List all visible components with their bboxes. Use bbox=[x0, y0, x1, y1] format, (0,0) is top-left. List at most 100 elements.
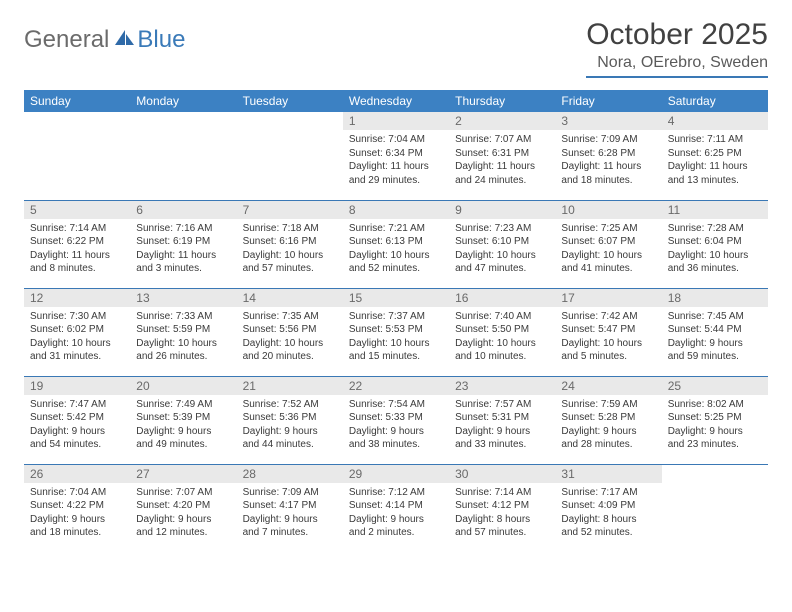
sunset-text: Sunset: 6:34 PM bbox=[349, 147, 443, 161]
calendar-cell: 15Sunrise: 7:37 AMSunset: 5:53 PMDayligh… bbox=[343, 288, 449, 376]
daylight-text: Daylight: 10 hours and 20 minutes. bbox=[243, 337, 337, 364]
sunset-text: Sunset: 6:31 PM bbox=[455, 147, 549, 161]
day-info: Sunrise: 7:07 AMSunset: 6:31 PMDaylight:… bbox=[455, 133, 549, 187]
day-number: 21 bbox=[237, 377, 343, 395]
daylight-text: Daylight: 10 hours and 15 minutes. bbox=[349, 337, 443, 364]
daylight-text: Daylight: 9 hours and 49 minutes. bbox=[136, 425, 230, 452]
sunset-text: Sunset: 5:25 PM bbox=[668, 411, 762, 425]
day-info: Sunrise: 7:33 AMSunset: 5:59 PMDaylight:… bbox=[136, 310, 230, 364]
sunset-text: Sunset: 6:16 PM bbox=[243, 235, 337, 249]
day-info: Sunrise: 7:11 AMSunset: 6:25 PMDaylight:… bbox=[668, 133, 762, 187]
sunrise-text: Sunrise: 7:16 AM bbox=[136, 222, 230, 236]
daylight-text: Daylight: 9 hours and 28 minutes. bbox=[561, 425, 655, 452]
daylight-text: Daylight: 10 hours and 26 minutes. bbox=[136, 337, 230, 364]
day-number: 4 bbox=[662, 112, 768, 130]
sunset-text: Sunset: 4:09 PM bbox=[561, 499, 655, 513]
calendar-cell: 18Sunrise: 7:45 AMSunset: 5:44 PMDayligh… bbox=[662, 288, 768, 376]
daylight-text: Daylight: 10 hours and 10 minutes. bbox=[455, 337, 549, 364]
sunset-text: Sunset: 5:33 PM bbox=[349, 411, 443, 425]
sunrise-text: Sunrise: 7:21 AM bbox=[349, 222, 443, 236]
sunset-text: Sunset: 5:44 PM bbox=[668, 323, 762, 337]
title-block: October 2025 Nora, OErebro, Sweden bbox=[586, 18, 768, 78]
day-info: Sunrise: 7:16 AMSunset: 6:19 PMDaylight:… bbox=[136, 222, 230, 276]
calendar-cell: 9Sunrise: 7:23 AMSunset: 6:10 PMDaylight… bbox=[449, 200, 555, 288]
sunset-text: Sunset: 4:20 PM bbox=[136, 499, 230, 513]
day-number: 19 bbox=[24, 377, 130, 395]
sunset-text: Sunset: 6:07 PM bbox=[561, 235, 655, 249]
sunset-text: Sunset: 5:31 PM bbox=[455, 411, 549, 425]
calendar-cell: 8Sunrise: 7:21 AMSunset: 6:13 PMDaylight… bbox=[343, 200, 449, 288]
calendar-cell: 30 Sunrise: 7:14 AMSunset: 4:12 PMDayligh… bbox=[449, 464, 555, 552]
daylight-text: Daylight: 11 hours and 8 minutes. bbox=[30, 249, 124, 276]
calendar-cell: 21 Sunrise: 7:52 AMSunset: 5:36 PMDayligh… bbox=[237, 376, 343, 464]
sunset-text: Sunset: 5:42 PM bbox=[30, 411, 124, 425]
calendar-cell: 22Sunrise: 7:54 AMSunset: 5:33 PMDayligh… bbox=[343, 376, 449, 464]
day-info: Sunrise: 7:54 AMSunset: 5:33 PMDaylight:… bbox=[349, 398, 443, 452]
day-info: Sunrise: 7:52 AMSunset: 5:36 PMDaylight:… bbox=[243, 398, 337, 452]
daylight-text: Daylight: 9 hours and 7 minutes. bbox=[243, 513, 337, 540]
calendar-cell: 5Sunrise: 7:14 AMSunset: 6:22 PMDaylight… bbox=[24, 200, 130, 288]
sunrise-text: Sunrise: 7:47 AM bbox=[30, 398, 124, 412]
sunset-text: Sunset: 6:25 PM bbox=[668, 147, 762, 161]
day-number: 31 bbox=[555, 465, 661, 483]
day-number: 27 bbox=[130, 465, 236, 483]
day-info: Sunrise: 7:21 AMSunset: 6:13 PMDaylight:… bbox=[349, 222, 443, 276]
page-title: October 2025 bbox=[586, 18, 768, 52]
day-number: 26 bbox=[24, 465, 130, 483]
day-number: 14 bbox=[237, 289, 343, 307]
sunset-text: Sunset: 5:50 PM bbox=[455, 323, 549, 337]
daylight-text: Daylight: 8 hours and 57 minutes. bbox=[455, 513, 549, 540]
sunset-text: Sunset: 6:19 PM bbox=[136, 235, 230, 249]
location-label: Nora, OErebro, Sweden bbox=[586, 54, 768, 72]
calendar-cell: 6Sunrise: 7:16 AMSunset: 6:19 PMDaylight… bbox=[130, 200, 236, 288]
calendar-cell: 17Sunrise: 7:42 AMSunset: 5:47 PMDayligh… bbox=[555, 288, 661, 376]
calendar-cell: 4 Sunrise: 7:11 AMSunset: 6:25 PMDaylight… bbox=[662, 112, 768, 200]
calendar-cell bbox=[24, 112, 130, 200]
sunrise-text: Sunrise: 7:07 AM bbox=[136, 486, 230, 500]
sunrise-text: Sunrise: 7:57 AM bbox=[455, 398, 549, 412]
calendar-cell: 26Sunrise: 7:04 AMSunset: 4:22 PMDayligh… bbox=[24, 464, 130, 552]
calendar-cell: 7Sunrise: 7:18 AMSunset: 6:16 PMDaylight… bbox=[237, 200, 343, 288]
sunrise-text: Sunrise: 7:18 AM bbox=[243, 222, 337, 236]
sunset-text: Sunset: 5:36 PM bbox=[243, 411, 337, 425]
day-info: Sunrise: 7:37 AMSunset: 5:53 PMDaylight:… bbox=[349, 310, 443, 364]
daylight-text: Daylight: 10 hours and 52 minutes. bbox=[349, 249, 443, 276]
weekday-header: Wednesday bbox=[343, 90, 449, 112]
day-number: 20 bbox=[130, 377, 236, 395]
day-number: 17 bbox=[555, 289, 661, 307]
day-number: 30 bbox=[449, 465, 555, 483]
sunset-text: Sunset: 6:04 PM bbox=[668, 235, 762, 249]
day-info: Sunrise: 7:59 AMSunset: 5:28 PMDaylight:… bbox=[561, 398, 655, 452]
daylight-text: Daylight: 11 hours and 18 minutes. bbox=[561, 160, 655, 187]
calendar-row: 12Sunrise: 7:30 AMSunset: 6:02 PMDayligh… bbox=[24, 288, 768, 376]
calendar-cell: 14Sunrise: 7:35 AMSunset: 5:56 PMDayligh… bbox=[237, 288, 343, 376]
day-info: Sunrise: 7:14 AMSunset: 4:12 PMDaylight:… bbox=[455, 486, 549, 540]
calendar-cell: 16Sunrise: 7:40 AMSunset: 5:50 PMDayligh… bbox=[449, 288, 555, 376]
logo-text-blue: Blue bbox=[137, 26, 185, 54]
sunset-text: Sunset: 5:56 PM bbox=[243, 323, 337, 337]
sunset-text: Sunset: 4:14 PM bbox=[349, 499, 443, 513]
day-number: 24 bbox=[555, 377, 661, 395]
daylight-text: Daylight: 9 hours and 12 minutes. bbox=[136, 513, 230, 540]
daylight-text: Daylight: 11 hours and 3 minutes. bbox=[136, 249, 230, 276]
daylight-text: Daylight: 10 hours and 57 minutes. bbox=[243, 249, 337, 276]
day-number: 3 bbox=[555, 112, 661, 130]
sunrise-text: Sunrise: 7:09 AM bbox=[243, 486, 337, 500]
daylight-text: Daylight: 11 hours and 29 minutes. bbox=[349, 160, 443, 187]
sunrise-text: Sunrise: 7:52 AM bbox=[243, 398, 337, 412]
sunrise-text: Sunrise: 8:02 AM bbox=[668, 398, 762, 412]
sunrise-text: Sunrise: 7:25 AM bbox=[561, 222, 655, 236]
daylight-text: Daylight: 11 hours and 13 minutes. bbox=[668, 160, 762, 187]
daylight-text: Daylight: 9 hours and 38 minutes. bbox=[349, 425, 443, 452]
day-number: 5 bbox=[24, 201, 130, 219]
sunset-text: Sunset: 5:28 PM bbox=[561, 411, 655, 425]
sunrise-text: Sunrise: 7:14 AM bbox=[455, 486, 549, 500]
daylight-text: Daylight: 9 hours and 23 minutes. bbox=[668, 425, 762, 452]
sunset-text: Sunset: 4:22 PM bbox=[30, 499, 124, 513]
sunset-text: Sunset: 6:22 PM bbox=[30, 235, 124, 249]
sunset-text: Sunset: 6:13 PM bbox=[349, 235, 443, 249]
sunset-text: Sunset: 5:53 PM bbox=[349, 323, 443, 337]
calendar-cell bbox=[130, 112, 236, 200]
sunset-text: Sunset: 4:12 PM bbox=[455, 499, 549, 513]
day-info: Sunrise: 7:18 AMSunset: 6:16 PMDaylight:… bbox=[243, 222, 337, 276]
